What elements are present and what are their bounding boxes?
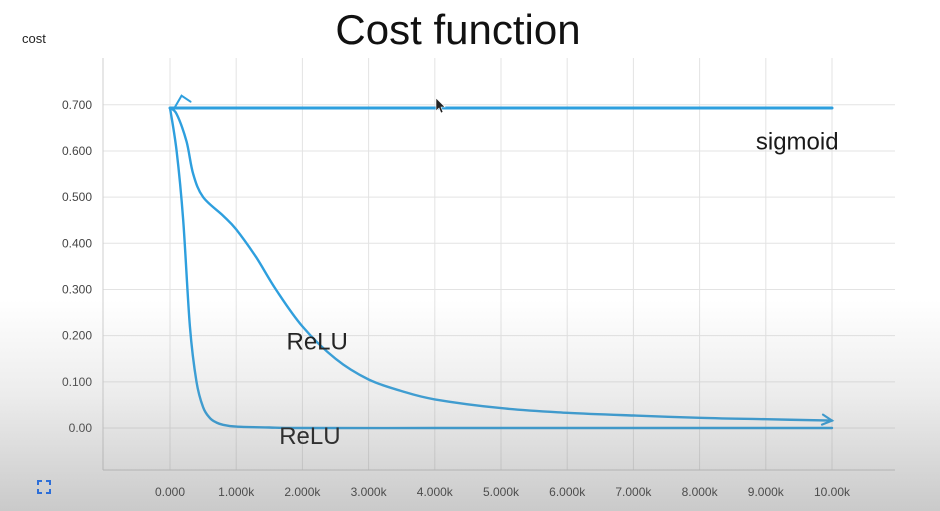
- y-axis-label: cost: [22, 31, 46, 46]
- arrowhead-relu-end: [820, 413, 835, 426]
- y-tick-label: 0.700: [62, 98, 92, 112]
- label-sigmoid: sigmoid: [756, 129, 839, 156]
- y-tick-label: 0.300: [62, 282, 92, 296]
- y-tick-label: 0.500: [62, 190, 92, 204]
- y-tick-label: 0.600: [62, 144, 92, 158]
- chart-title: Cost function: [335, 6, 580, 53]
- y-tick-label: 0.00: [69, 421, 93, 435]
- tick-labels: 0.000 1.000k 2.000k 3.000k 4.000k 5.000k 6.000…: [62, 98, 851, 499]
- mouse-cursor-icon: [435, 97, 446, 114]
- x-tick-label: 9.000k: [748, 485, 785, 499]
- x-tick-label: 1.000k: [218, 485, 255, 499]
- y-tick-label: 0.100: [62, 375, 92, 389]
- x-tick-label: 10.00k: [814, 485, 851, 499]
- series-line-relu-upper: [168, 106, 834, 422]
- x-tick-label: 0.000: [155, 485, 185, 499]
- x-tick-label: 8.000k: [682, 485, 719, 499]
- series-lines: [168, 94, 835, 430]
- fullscreen-icon[interactable]: [37, 480, 51, 494]
- y-tick-label: 0.200: [62, 329, 92, 343]
- x-tick-label: 4.000k: [417, 485, 454, 499]
- chart-axes: [102, 58, 895, 471]
- y-tick-label: 0.400: [62, 236, 92, 250]
- label-relu-lower: ReLU: [279, 423, 340, 450]
- x-tick-label: 5.000k: [483, 485, 520, 499]
- grid-lines: [103, 58, 895, 470]
- label-relu-upper: ReLU: [287, 329, 348, 356]
- x-tick-label: 3.000k: [351, 485, 388, 499]
- x-tick-label: 2.000k: [284, 485, 321, 499]
- series-line-relu-lower: [168, 106, 834, 430]
- arrowhead-relu-start: [173, 94, 192, 109]
- x-tick-label: 6.000k: [549, 485, 586, 499]
- x-tick-label: 7.000k: [615, 485, 652, 499]
- series-labels: sigmoid ReLU ReLU: [279, 129, 838, 450]
